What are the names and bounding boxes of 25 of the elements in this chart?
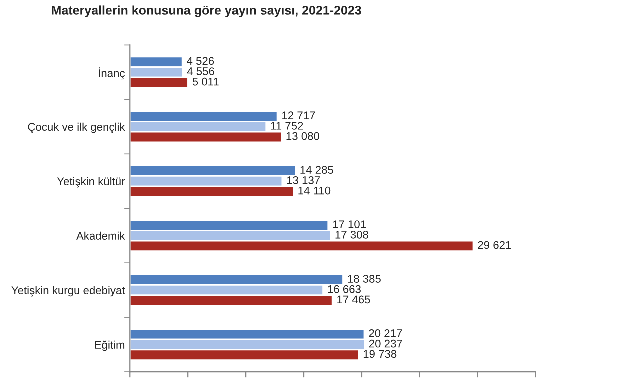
- y-tick-label: Yetişkin kültür: [57, 177, 126, 188]
- data-label: 5 011: [192, 78, 219, 86]
- data-label: 17 308: [336, 230, 368, 239]
- data-label: 13 080: [286, 132, 320, 140]
- data-label: 19 738: [364, 350, 397, 358]
- data-label: 12 717: [282, 112, 316, 120]
- data-label: 20 237: [369, 340, 402, 348]
- y-tick-label: İnanç: [99, 68, 125, 80]
- data-label: 17 465: [338, 296, 370, 304]
- data-label: 14 285: [300, 166, 334, 174]
- y-tick-label: Eğitim: [95, 340, 125, 352]
- data-label: 18 385: [348, 275, 381, 283]
- data-label: 13 137: [287, 176, 320, 184]
- data-label: 14 110: [298, 186, 331, 195]
- data-label: 4 556: [187, 68, 214, 76]
- data-label: 20 217: [369, 330, 402, 338]
- y-tick-label: Çocuk ve ilk gençlik: [28, 122, 126, 134]
- data-label: 16 663: [328, 285, 361, 294]
- data-label: 17 101: [333, 220, 366, 228]
- data-label: 29 621: [478, 241, 512, 250]
- y-tick-label: Akademik: [76, 232, 126, 240]
- y-tick-label: Yetişkin kurgu edebiyat: [12, 286, 126, 297]
- chart-title: Materyallerin konusuna göre yayın sayısı, 2021-2023: [52, 6, 362, 18]
- data-label: 4 526: [187, 57, 214, 66]
- data-label: 11 752: [271, 122, 304, 130]
